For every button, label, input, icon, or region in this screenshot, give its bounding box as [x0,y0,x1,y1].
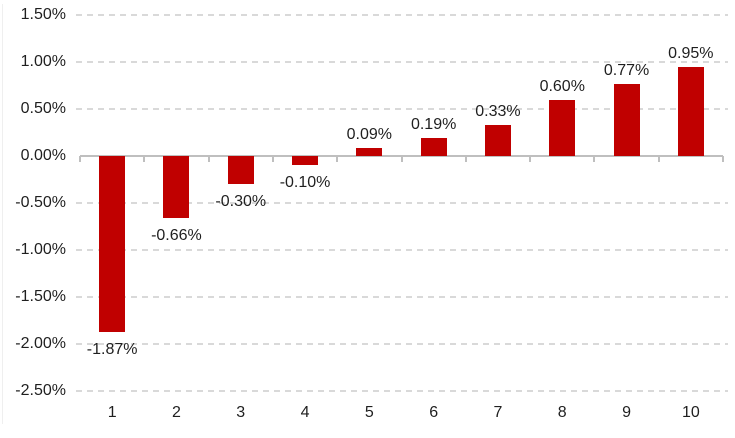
y-axis-tick-label: -1.00% [15,241,66,258]
gridline [76,390,728,392]
axis-tick-mark [593,156,596,162]
bar-category-5 [356,147,383,156]
x-axis-category-label: 4 [300,404,310,421]
axis-tick-mark [400,156,403,162]
bar-category-4 [292,156,319,166]
bar-category-6 [420,138,447,156]
axis-tick-mark [79,156,81,162]
gridline [76,249,728,251]
data-label: 0.60% [539,77,585,95]
x-axis-category-label: 5 [364,404,374,421]
data-label: -0.10% [279,174,331,192]
bar-category-8 [549,99,576,156]
gridline [76,14,728,16]
y-axis-tick-label: 0.50% [20,100,66,117]
data-label: 0.77% [603,61,650,79]
bar-category-10 [677,66,704,156]
data-label: 0.19% [410,116,457,134]
y-axis-tick-label: -0.50% [15,194,66,211]
data-label: -0.30% [215,193,267,211]
data-label: 0.09% [346,125,393,143]
data-label: 0.33% [475,102,521,120]
y-axis-tick-label: 1.50% [20,6,66,23]
gridline [76,108,728,110]
bar-category-3 [227,156,254,185]
bar-category-1 [99,156,126,332]
x-axis-category-label: 2 [171,404,181,421]
data-label: -0.66% [151,227,202,245]
data-label: -1.87% [86,340,138,358]
axis-tick-mark [657,156,660,162]
y-axis-tick-label: -2.00% [15,335,66,352]
bar-category-2 [163,156,190,219]
axis-tick-mark [722,156,724,162]
axis-tick-mark [336,156,339,162]
x-axis-category-label: 1 [107,404,117,421]
gridline [76,296,728,298]
x-axis-category-label: 8 [557,404,567,421]
chart-left-border [2,4,3,424]
x-axis-category-label: 10 [681,404,700,421]
x-axis-category-label: 9 [622,404,631,421]
x-axis-category-label: 6 [429,404,439,421]
bar-category-9 [613,83,640,156]
bar-category-7 [484,124,511,156]
gridline [76,343,728,345]
axis-tick-mark [529,156,532,162]
x-axis-category-label: 7 [493,404,503,421]
axis-tick-mark [271,156,274,162]
axis-tick-mark [143,156,146,162]
y-axis-tick-label: 1.00% [20,53,66,70]
y-axis-tick-label: 0.00% [20,147,66,164]
axis-tick-mark [464,156,467,162]
y-axis-tick-label: -1.50% [15,288,66,305]
y-axis-tick-label: -2.50% [15,382,66,399]
gridline [76,202,728,204]
x-axis-category-label: 3 [236,404,246,421]
gridline [76,61,728,63]
axis-tick-mark [207,156,210,162]
data-label: 0.95% [668,44,714,62]
